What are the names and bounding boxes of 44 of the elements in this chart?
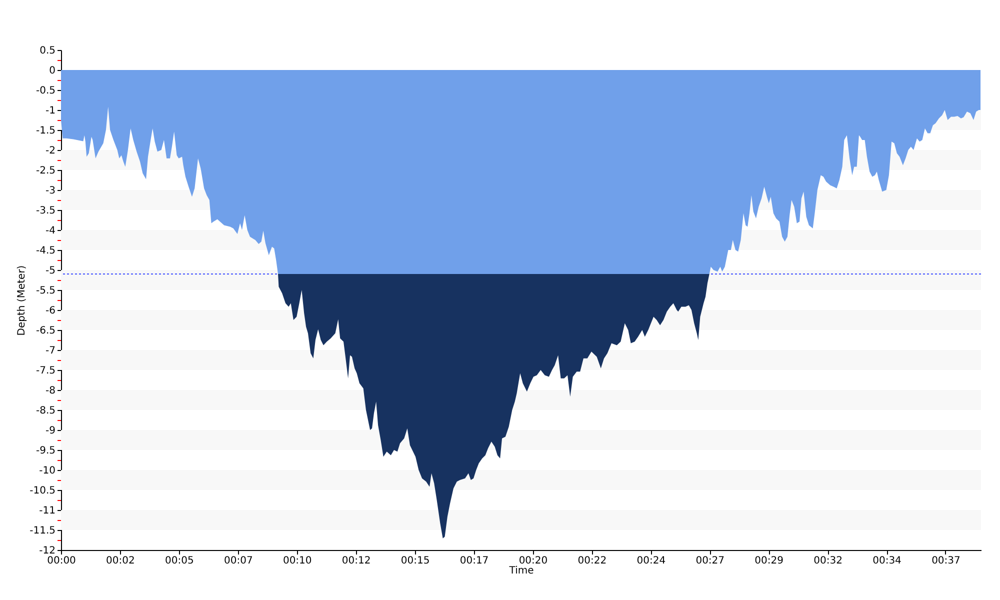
x-tick-label: 00:34 [872, 556, 902, 566]
y-tick-label: -1.5 [36, 126, 56, 136]
y-tick-label: -4 [46, 226, 56, 236]
x-tick-label: 00:05 [165, 556, 194, 566]
y-tick-label: -8.5 [36, 406, 56, 416]
y-tick-label: -7.5 [36, 366, 56, 376]
y-tick-label: -6.5 [36, 326, 56, 336]
y-tick-label: -9.5 [36, 446, 56, 456]
y-tick-label: -2 [46, 146, 56, 156]
x-tick-label: 00:32 [814, 556, 842, 566]
x-tick-label: 00:27 [696, 556, 725, 566]
x-tick-label: 00:24 [636, 556, 666, 566]
x-tick-label: 00:00 [47, 556, 76, 566]
y-tick-label: -7 [46, 346, 56, 356]
y-tick-label: -11 [39, 506, 56, 516]
y-tick-label: -1 [46, 106, 56, 116]
x-tick-label: 00:37 [932, 556, 960, 566]
y-tick-label: -5.5 [36, 286, 56, 296]
x-tick-label: 00:12 [342, 556, 371, 566]
y-tick-label: -8 [46, 386, 56, 396]
y-tick-label: -10.5 [30, 486, 56, 496]
x-tick-label: 00:20 [518, 556, 548, 566]
y-tick-label: -5 [46, 266, 56, 276]
y-tick-label: -12 [39, 546, 56, 556]
x-tick-label: 00:10 [282, 556, 312, 566]
y-tick-label: -3 [46, 186, 56, 196]
y-tick-label: -4.5 [36, 246, 56, 256]
x-tick-label: 00:07 [224, 556, 253, 566]
x-tick-label: 00:22 [578, 556, 607, 566]
y-tick-label: -9 [46, 426, 56, 436]
y-tick-label: -0.5 [36, 86, 56, 96]
y-axis-title: Depth (Meter) [16, 265, 28, 336]
x-tick-label: 00:17 [460, 556, 489, 566]
x-tick-label: 00:29 [754, 556, 784, 566]
x-axis-title: Time [508, 566, 534, 576]
y-tick-label: -2.5 [36, 166, 56, 176]
y-tick-label: -11.5 [30, 526, 56, 536]
x-tick-label: 00:02 [106, 556, 135, 566]
x-tick-label: 00:15 [400, 556, 430, 566]
y-tick-label: -10 [39, 466, 56, 476]
y-tick-label: 0 [49, 66, 56, 76]
y-tick-label: 0.5 [40, 46, 56, 56]
y-tick-label: -6 [46, 306, 56, 316]
y-tick-label: -3.5 [36, 206, 56, 216]
